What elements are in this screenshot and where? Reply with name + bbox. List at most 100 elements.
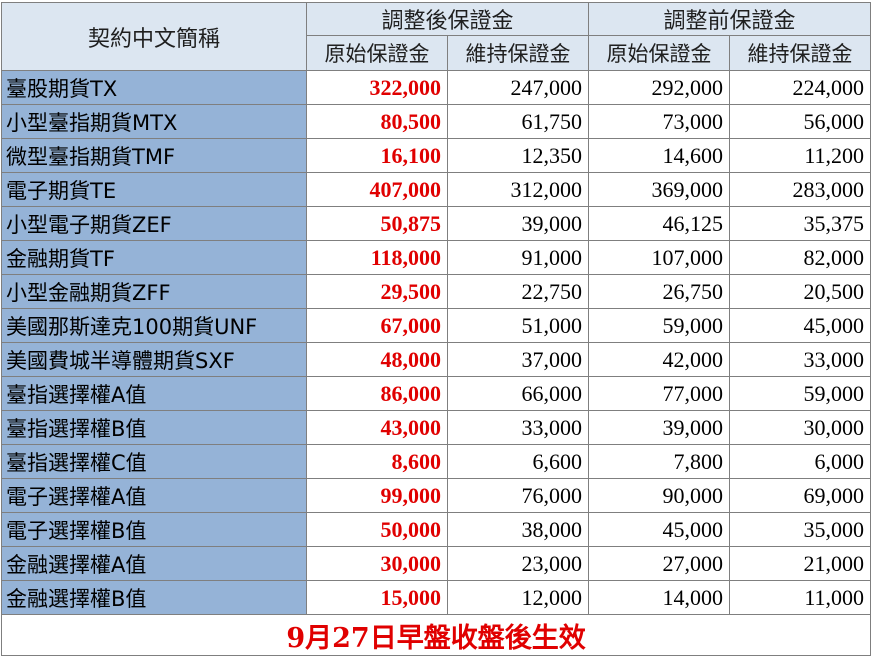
after-initial-margin-cell: 322,000 [306, 70, 448, 105]
after-initial-margin-cell: 8,600 [306, 444, 448, 479]
before-maintenance-margin-cell: 11,000 [729, 580, 872, 615]
before-maintenance-margin-cell: 45,000 [729, 308, 872, 343]
table-row: 電子期貨TE 407,000 312,000 369,000 283,000 [1, 172, 872, 207]
after-maintenance-margin-cell: 23,000 [446, 546, 590, 581]
after-initial-margin-cell: 50,000 [306, 512, 448, 547]
after-initial-margin-cell: 15,000 [306, 580, 448, 615]
after-initial-margin-cell: 407,000 [306, 172, 448, 207]
table-row: 小型臺指期貨MTX 80,500 61,750 73,000 56,000 [1, 104, 872, 139]
after-initial-margin-cell: 50,875 [306, 206, 448, 241]
before-initial-margin-cell: 90,000 [588, 478, 731, 513]
contract-name-cell: 美國費城半導體期貨SXF [1, 342, 307, 377]
contract-name-cell: 臺指選擇權C值 [1, 444, 307, 479]
before-initial-margin-cell: 14,600 [588, 138, 731, 173]
before-maintenance-margin-cell: 20,500 [729, 274, 872, 309]
table-row: 電子選擇權B值 50,000 38,000 45,000 35,000 [1, 512, 872, 547]
contract-name-cell: 電子期貨TE [1, 172, 307, 207]
before-initial-margin-cell: 59,000 [588, 308, 731, 343]
table-row: 美國費城半導體期貨SXF 48,000 37,000 42,000 33,000 [1, 342, 872, 377]
table-row: 微型臺指期貨TMF 16,100 12,350 14,600 11,200 [1, 138, 872, 173]
table-row: 電子選擇權A值 99,000 76,000 90,000 69,000 [1, 478, 872, 513]
after-maintenance-margin-cell: 37,000 [446, 342, 590, 377]
after-maintenance-margin-cell: 6,600 [446, 444, 590, 479]
after-maintenance-margin-header: 維持保證金 [446, 35, 590, 71]
before-maintenance-margin-cell: 283,000 [729, 172, 872, 207]
before-maintenance-margin-cell: 6,000 [729, 444, 872, 479]
contract-name-cell: 微型臺指期貨TMF [1, 138, 307, 173]
contract-name-cell: 金融選擇權B值 [1, 580, 307, 615]
before-initial-margin-cell: 27,000 [588, 546, 731, 581]
table-row: 金融選擇權A值 30,000 23,000 27,000 21,000 [1, 546, 872, 581]
before-initial-margin-cell: 46,125 [588, 206, 731, 241]
contract-name-cell: 金融期貨TF [1, 240, 307, 275]
before-maintenance-margin-cell: 59,000 [729, 376, 872, 411]
before-initial-margin-cell: 7,800 [588, 444, 731, 479]
contract-name-cell: 美國那斯達克100期貨UNF [1, 308, 307, 343]
before-adjustment-header: 調整前保證金 [588, 2, 872, 36]
after-initial-margin-cell: 30,000 [306, 546, 448, 581]
table-row: 臺指選擇權A值 86,000 66,000 77,000 59,000 [1, 376, 872, 411]
before-maintenance-margin-cell: 33,000 [729, 342, 872, 377]
after-initial-margin-cell: 16,100 [306, 138, 448, 173]
after-initial-margin-cell: 29,500 [306, 274, 448, 309]
before-initial-margin-cell: 77,000 [588, 376, 731, 411]
table-row: 金融選擇權B值 15,000 12,000 14,000 11,000 [1, 580, 872, 615]
before-maintenance-margin-cell: 35,375 [729, 206, 872, 241]
after-maintenance-margin-cell: 12,350 [446, 138, 590, 173]
contract-name-cell: 臺指選擇權A值 [1, 376, 307, 411]
contract-name-cell: 電子選擇權A值 [1, 478, 307, 513]
after-maintenance-margin-cell: 61,750 [446, 104, 590, 139]
before-initial-margin-cell: 45,000 [588, 512, 731, 547]
before-maintenance-margin-cell: 69,000 [729, 478, 872, 513]
before-initial-margin-cell: 369,000 [588, 172, 731, 207]
contract-name-cell: 臺指選擇權B值 [1, 410, 307, 445]
before-initial-margin-cell: 292,000 [588, 70, 731, 105]
before-initial-margin-cell: 39,000 [588, 410, 731, 445]
header-row-sub: 原始保證金 維持保證金 原始保證金 維持保證金 [2, 35, 872, 71]
before-maintenance-margin-cell: 21,000 [729, 546, 872, 581]
contract-name-cell: 小型電子期貨ZEF [1, 206, 307, 241]
after-initial-margin-cell: 80,500 [306, 104, 448, 139]
before-maintenance-margin-cell: 35,000 [729, 512, 872, 547]
after-maintenance-margin-cell: 22,750 [446, 274, 590, 309]
contract-name-header: 契約中文簡稱 [1, 2, 307, 71]
after-maintenance-margin-cell: 33,000 [446, 410, 590, 445]
after-maintenance-margin-cell: 38,000 [446, 512, 590, 547]
after-initial-margin-cell: 86,000 [306, 376, 448, 411]
table-row: 臺股期貨TX 322,000 247,000 292,000 224,000 [1, 70, 872, 105]
table-row: 小型金融期貨ZFF 29,500 22,750 26,750 20,500 [1, 274, 872, 309]
table-row: 小型電子期貨ZEF 50,875 39,000 46,125 35,375 [1, 206, 872, 241]
contract-name-cell: 小型臺指期貨MTX [1, 104, 307, 139]
before-initial-margin-cell: 42,000 [588, 342, 731, 377]
table-row: 臺指選擇權B值 43,000 33,000 39,000 30,000 [1, 410, 872, 445]
footer-row: 9月27日早盤收盤後生效 [0, 614, 872, 656]
after-initial-margin-cell: 48,000 [306, 342, 448, 377]
before-initial-margin-cell: 14,000 [588, 580, 731, 615]
contract-name-cell: 電子選擇權B值 [1, 512, 307, 547]
before-maintenance-margin-cell: 56,000 [729, 104, 872, 139]
before-initial-margin-cell: 107,000 [588, 240, 731, 275]
before-maintenance-margin-cell: 11,200 [729, 138, 872, 173]
after-maintenance-margin-cell: 247,000 [446, 70, 590, 105]
after-initial-margin-cell: 118,000 [306, 240, 448, 275]
effective-date-note: 9月27日早盤收盤後生效 [0, 614, 872, 656]
after-initial-margin-cell: 67,000 [306, 308, 448, 343]
after-maintenance-margin-cell: 51,000 [446, 308, 590, 343]
before-maintenance-margin-cell: 224,000 [729, 70, 872, 105]
after-maintenance-margin-cell: 91,000 [446, 240, 590, 275]
after-initial-margin-header: 原始保證金 [306, 35, 448, 71]
before-initial-margin-header: 原始保證金 [588, 35, 731, 71]
after-initial-margin-cell: 99,000 [306, 478, 448, 513]
after-maintenance-margin-cell: 39,000 [446, 206, 590, 241]
after-maintenance-margin-cell: 312,000 [446, 172, 590, 207]
table-body: 臺股期貨TX 322,000 247,000 292,000 224,000 小型臺指期貨… [1, 70, 872, 615]
after-initial-margin-cell: 43,000 [306, 410, 448, 445]
before-maintenance-margin-cell: 82,000 [729, 240, 872, 275]
table-row: 金融期貨TF 118,000 91,000 107,000 82,000 [1, 240, 872, 275]
before-initial-margin-cell: 26,750 [588, 274, 731, 309]
after-maintenance-margin-cell: 76,000 [446, 478, 590, 513]
before-initial-margin-cell: 73,000 [588, 104, 731, 139]
contract-name-cell: 小型金融期貨ZFF [1, 274, 307, 309]
header-row-main: 契約中文簡稱 調整後保證金 調整前保證金 [1, 2, 872, 71]
